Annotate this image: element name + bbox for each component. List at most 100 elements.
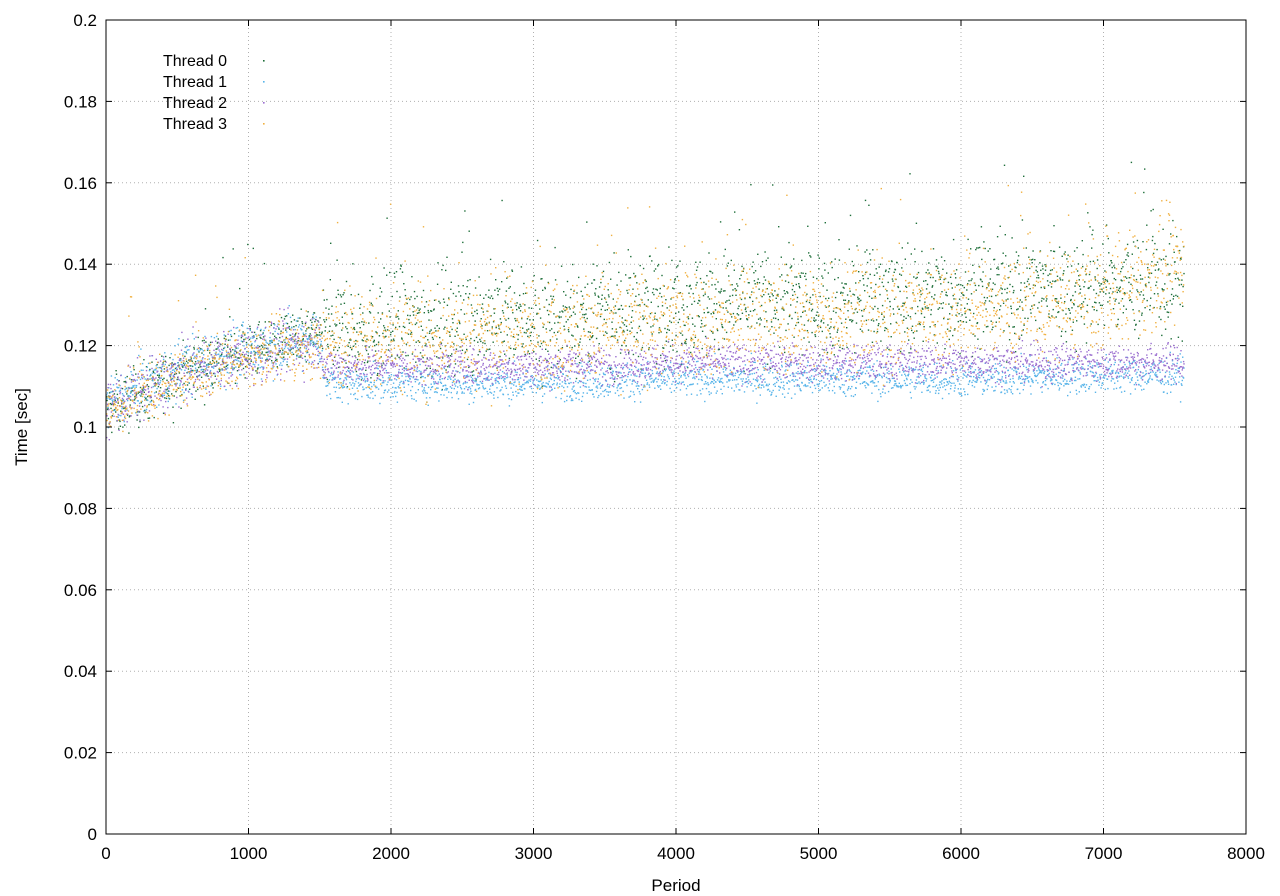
data-point: [429, 330, 431, 333]
data-point: [903, 315, 905, 318]
data-point: [1110, 260, 1112, 262]
data-point: [443, 301, 446, 303]
data-point: [746, 380, 749, 383]
data-point: [771, 293, 773, 295]
data-point: [1061, 362, 1063, 365]
data-point: [994, 283, 996, 286]
data-point: [1014, 366, 1016, 368]
data-point: [484, 373, 486, 375]
data-point: [932, 381, 935, 383]
data-point: [661, 382, 663, 384]
data-point: [737, 307, 739, 310]
data-point: [787, 281, 790, 284]
data-point: [154, 372, 156, 375]
data-point: [259, 345, 261, 348]
data-point: [1146, 383, 1148, 385]
data-point: [131, 390, 134, 392]
data-point: [938, 307, 941, 309]
data-point: [482, 342, 484, 344]
data-point: [262, 332, 264, 334]
data-point: [604, 309, 606, 311]
data-point: [855, 322, 858, 324]
data-point: [259, 329, 262, 332]
data-point: [961, 395, 963, 397]
data-point: [265, 341, 267, 343]
data-point: [970, 375, 972, 378]
data-point: [623, 381, 626, 383]
data-point: [976, 322, 979, 324]
data-point: [783, 290, 785, 292]
data-point: [106, 394, 108, 396]
data-point: [807, 385, 809, 387]
data-point: [112, 384, 115, 386]
data-point: [604, 389, 606, 392]
data-point: [177, 387, 180, 389]
data-point: [1076, 362, 1078, 364]
data-point: [764, 365, 767, 368]
data-point: [285, 329, 287, 331]
data-point: [423, 389, 425, 391]
data-point: [229, 339, 231, 341]
data-point: [941, 307, 944, 309]
data-point: [1072, 294, 1074, 297]
data-point: [934, 280, 937, 282]
data-point: [270, 340, 272, 343]
data-point: [866, 383, 869, 385]
data-point: [1102, 382, 1104, 384]
data-point: [923, 280, 925, 282]
data-point: [159, 382, 161, 384]
data-point: [1164, 308, 1166, 310]
data-point: [672, 349, 674, 351]
data-point: [1062, 272, 1065, 275]
data-point: [431, 386, 434, 388]
data-point: [461, 251, 463, 253]
data-point: [177, 362, 179, 364]
data-point: [592, 393, 594, 395]
data-point: [563, 291, 565, 293]
data-point: [182, 399, 185, 402]
data-point: [278, 328, 280, 330]
data-point: [624, 375, 626, 377]
data-point: [754, 283, 756, 285]
data-point: [521, 345, 523, 348]
data-point: [825, 306, 827, 308]
data-point: [315, 334, 318, 336]
data-point: [128, 416, 131, 418]
data-point: [822, 375, 824, 377]
data-point: [273, 343, 275, 346]
data-point: [1026, 377, 1029, 380]
data-point: [803, 337, 805, 339]
data-point: [320, 340, 322, 343]
data-point: [1062, 370, 1064, 372]
data-point: [714, 352, 716, 355]
data-point: [578, 392, 580, 394]
data-point: [551, 298, 553, 300]
data-point: [536, 312, 538, 315]
data-point: [1086, 304, 1089, 306]
data-point: [534, 384, 537, 387]
data-point: [733, 269, 735, 271]
data-point: [653, 380, 655, 382]
data-point: [1179, 303, 1181, 306]
data-point: [887, 390, 890, 393]
data-point: [135, 384, 138, 387]
data-point: [1013, 289, 1015, 292]
data-point: [834, 376, 837, 378]
data-point: [259, 336, 261, 339]
data-point: [1117, 318, 1119, 321]
data-point: [1071, 364, 1073, 366]
data-point: [256, 368, 259, 370]
data-point: [869, 253, 871, 255]
data-point: [789, 314, 791, 317]
data-point: [851, 321, 853, 323]
data-point: [1100, 387, 1102, 389]
data-point: [650, 326, 652, 328]
data-point: [901, 247, 903, 249]
data-point: [935, 384, 938, 386]
data-point: [602, 390, 604, 393]
data-point: [138, 426, 140, 429]
data-point: [454, 378, 456, 380]
data-point: [348, 354, 351, 356]
data-point: [579, 341, 581, 343]
data-point: [676, 275, 679, 278]
